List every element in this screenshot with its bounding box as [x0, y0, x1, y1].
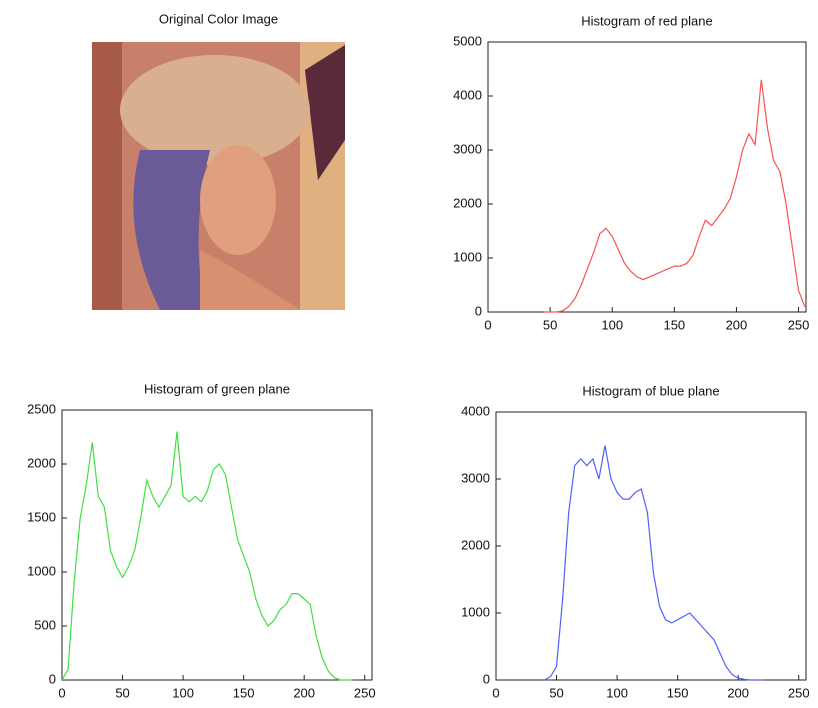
histogram-line [62, 432, 353, 680]
chart-title: Histogram of red plane [581, 13, 713, 28]
x-tick-label: 50 [549, 685, 563, 700]
image-hat [120, 55, 310, 165]
y-tick-label: 2500 [27, 401, 56, 416]
x-tick-label: 50 [543, 317, 557, 332]
y-tick-label: 500 [34, 617, 56, 632]
y-tick-label: 0 [483, 671, 490, 686]
y-tick-label: 4000 [461, 403, 490, 418]
x-tick-label: 150 [667, 685, 689, 700]
plot-frame [488, 42, 806, 312]
chart-title: Histogram of green plane [144, 381, 290, 396]
original-image [92, 42, 345, 310]
image-face [200, 145, 276, 255]
figure: Original Color Image Histogram of red pla… [0, 0, 818, 708]
x-tick-label: 250 [788, 317, 810, 332]
x-tick-label: 0 [58, 685, 65, 700]
y-tick-label: 5000 [453, 33, 482, 48]
y-tick-label: 4000 [453, 87, 482, 102]
x-tick-label: 200 [727, 685, 749, 700]
y-tick-label: 3000 [461, 470, 490, 485]
x-tick-label: 0 [492, 685, 499, 700]
y-tick-label: 0 [49, 671, 56, 686]
x-tick-label: 200 [726, 317, 748, 332]
y-tick-label: 2000 [27, 455, 56, 470]
y-tick-label: 2000 [453, 195, 482, 210]
histogram-line [544, 446, 762, 681]
y-tick-label: 1000 [27, 563, 56, 578]
x-tick-label: 100 [601, 317, 623, 332]
y-tick-label: 1000 [461, 604, 490, 619]
y-tick-label: 3000 [453, 141, 482, 156]
y-tick-label: 0 [475, 303, 482, 318]
x-tick-label: 200 [293, 685, 315, 700]
x-tick-label: 250 [788, 685, 810, 700]
image-region [92, 42, 122, 310]
y-tick-label: 2000 [461, 537, 490, 552]
x-tick-label: 100 [606, 685, 628, 700]
y-tick-label: 1000 [453, 249, 482, 264]
plot-frame [62, 410, 372, 680]
x-tick-label: 250 [354, 685, 376, 700]
x-tick-label: 100 [172, 685, 194, 700]
x-tick-label: 150 [233, 685, 255, 700]
y-tick-label: 1500 [27, 509, 56, 524]
chart-title: Histogram of blue plane [582, 383, 719, 398]
x-tick-label: 150 [663, 317, 685, 332]
x-tick-label: 0 [484, 317, 491, 332]
histogram-line [544, 80, 805, 312]
x-tick-label: 50 [115, 685, 129, 700]
chart-title: Original Color Image [159, 11, 278, 26]
